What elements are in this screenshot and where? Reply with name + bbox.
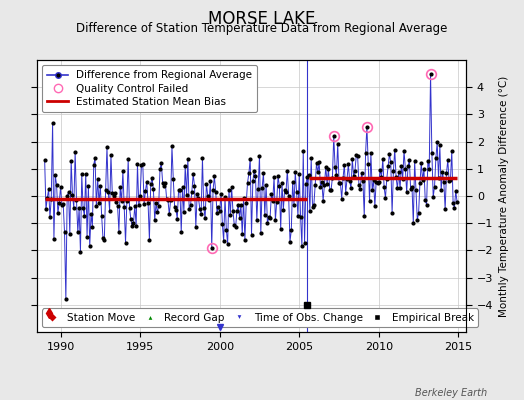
Legend: Station Move, Record Gap, Time of Obs. Change, Empirical Break: Station Move, Record Gap, Time of Obs. C…: [42, 308, 478, 327]
Text: Difference of Station Temperature Data from Regional Average: Difference of Station Temperature Data f…: [77, 22, 447, 35]
Y-axis label: Monthly Temperature Anomaly Difference (°C): Monthly Temperature Anomaly Difference (…: [499, 75, 509, 317]
Text: Berkeley Earth: Berkeley Earth: [415, 388, 487, 398]
Text: MORSE LAKE: MORSE LAKE: [209, 10, 315, 28]
